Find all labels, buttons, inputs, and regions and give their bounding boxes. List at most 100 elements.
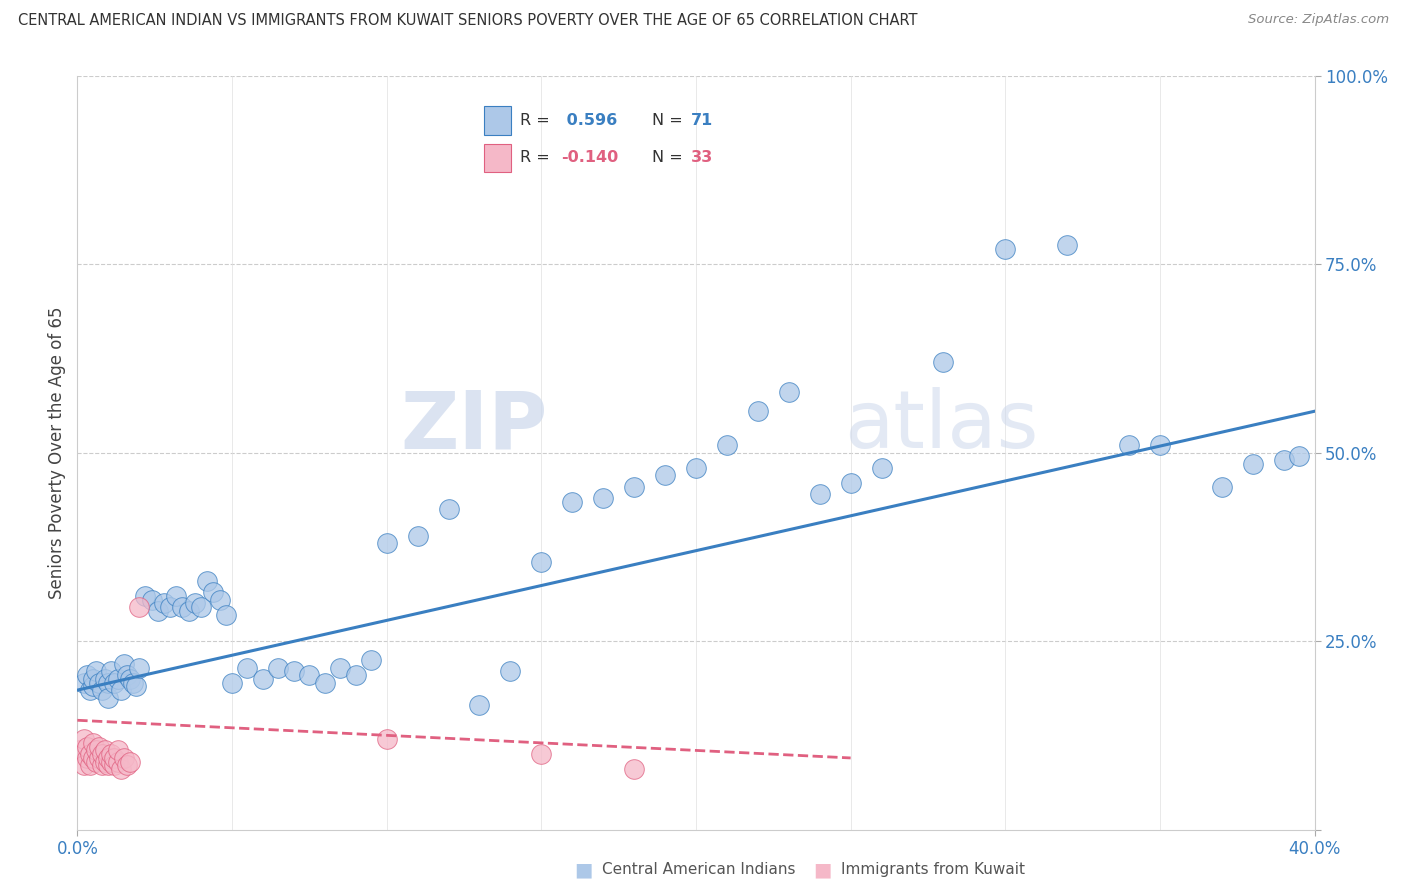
Point xyxy=(112,657,135,671)
Point xyxy=(141,592,163,607)
Point xyxy=(72,675,94,690)
Point xyxy=(100,755,122,769)
Point xyxy=(69,743,91,757)
Point xyxy=(115,668,138,682)
Point xyxy=(329,660,352,674)
Point xyxy=(184,596,207,610)
Point xyxy=(134,589,156,603)
Point xyxy=(122,675,145,690)
Point xyxy=(118,755,141,769)
Point xyxy=(79,758,101,772)
Point xyxy=(499,665,522,679)
Point xyxy=(298,668,321,682)
Point xyxy=(344,668,367,682)
Point xyxy=(84,665,107,679)
Point xyxy=(1056,238,1078,252)
Point xyxy=(76,668,98,682)
Point xyxy=(82,736,104,750)
Point xyxy=(94,755,117,769)
Point xyxy=(87,739,110,754)
Point xyxy=(97,751,120,765)
Point xyxy=(561,494,583,508)
Point xyxy=(195,574,218,588)
Point xyxy=(79,683,101,698)
Point xyxy=(172,600,194,615)
Text: R =: R = xyxy=(520,113,554,128)
Point xyxy=(165,589,187,603)
Point xyxy=(103,758,125,772)
Point xyxy=(97,675,120,690)
Point xyxy=(91,758,114,772)
Point xyxy=(808,487,831,501)
Point xyxy=(283,665,305,679)
Point xyxy=(79,747,101,761)
Point xyxy=(87,675,110,690)
Point xyxy=(1288,450,1310,464)
Point xyxy=(1211,480,1233,494)
Point xyxy=(112,751,135,765)
Point xyxy=(128,600,150,615)
Point xyxy=(177,604,200,618)
Point xyxy=(221,675,243,690)
Point xyxy=(107,672,129,686)
Point xyxy=(103,675,125,690)
Text: N =: N = xyxy=(652,151,689,165)
Point xyxy=(994,242,1017,256)
Point xyxy=(375,536,398,550)
Point xyxy=(107,755,129,769)
Point xyxy=(870,460,893,475)
Point xyxy=(406,528,429,542)
Point xyxy=(159,600,181,615)
Point xyxy=(252,672,274,686)
Point xyxy=(202,585,225,599)
Point xyxy=(91,747,114,761)
Point xyxy=(1118,438,1140,452)
Point xyxy=(1241,457,1264,471)
Text: -0.140: -0.140 xyxy=(561,151,619,165)
Point xyxy=(94,672,117,686)
Point xyxy=(153,596,176,610)
Point xyxy=(932,355,955,369)
Point xyxy=(84,755,107,769)
Point xyxy=(267,660,290,674)
Text: N =: N = xyxy=(652,113,689,128)
Point xyxy=(94,743,117,757)
Point xyxy=(1272,453,1295,467)
Point xyxy=(314,675,336,690)
Point xyxy=(623,762,645,776)
Text: Source: ZipAtlas.com: Source: ZipAtlas.com xyxy=(1249,13,1389,27)
Point xyxy=(107,743,129,757)
Point xyxy=(87,751,110,765)
Point xyxy=(592,491,614,505)
Text: ZIP: ZIP xyxy=(401,387,547,466)
Point xyxy=(72,732,94,747)
Point xyxy=(76,751,98,765)
Point xyxy=(82,679,104,693)
Text: Immigrants from Kuwait: Immigrants from Kuwait xyxy=(841,863,1025,877)
Point xyxy=(118,672,141,686)
Point xyxy=(128,660,150,674)
Point xyxy=(437,502,460,516)
Text: Central American Indians: Central American Indians xyxy=(602,863,796,877)
Text: atlas: atlas xyxy=(845,387,1039,466)
Point xyxy=(72,758,94,772)
Text: ■: ■ xyxy=(574,860,593,880)
Point xyxy=(623,480,645,494)
Point xyxy=(103,751,125,765)
Point xyxy=(146,604,169,618)
Text: ■: ■ xyxy=(813,860,832,880)
Point xyxy=(82,672,104,686)
Y-axis label: Seniors Poverty Over the Age of 65: Seniors Poverty Over the Age of 65 xyxy=(48,307,66,599)
Point xyxy=(84,743,107,757)
Point xyxy=(82,751,104,765)
Point xyxy=(778,385,800,400)
Point xyxy=(115,758,138,772)
Point xyxy=(1149,438,1171,452)
Point xyxy=(747,404,769,418)
Point xyxy=(76,739,98,754)
Point xyxy=(190,600,212,615)
Text: 0.596: 0.596 xyxy=(561,113,617,128)
Point xyxy=(110,683,132,698)
Point xyxy=(125,679,148,693)
Point xyxy=(215,607,238,622)
